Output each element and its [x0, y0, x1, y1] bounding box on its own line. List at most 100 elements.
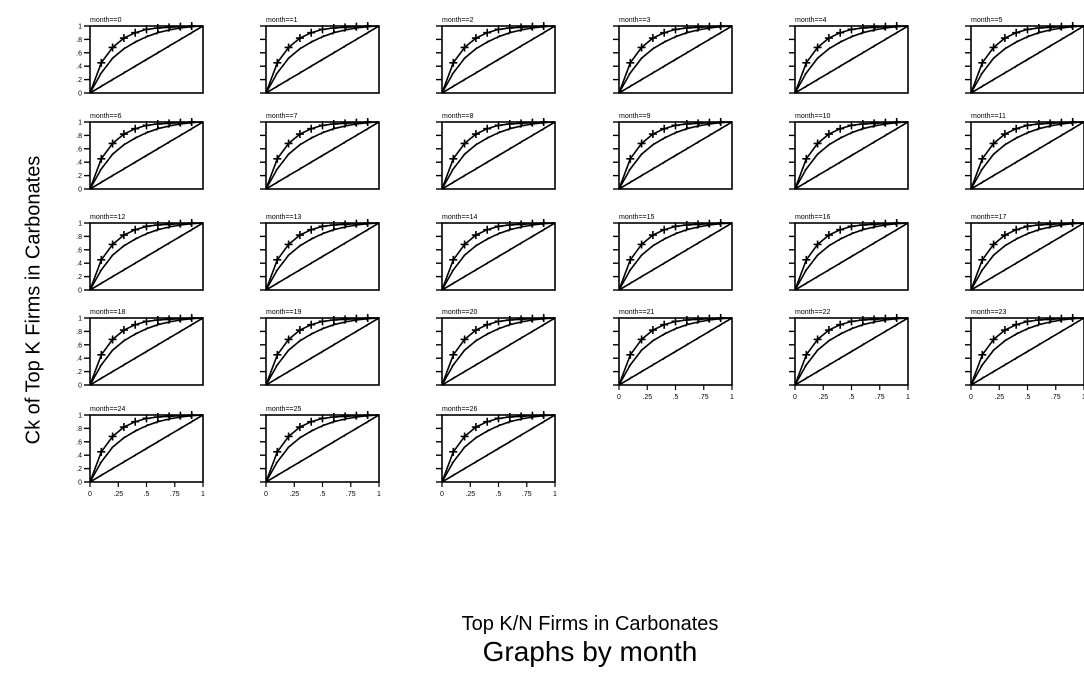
series-marker-0	[671, 317, 680, 326]
series-marker-1	[462, 56, 467, 61]
series-marker-2	[473, 166, 478, 171]
y-tick-label: .4	[76, 356, 82, 363]
series-marker-1	[133, 136, 138, 141]
series-marker-1	[473, 338, 478, 343]
series-marker-1	[530, 415, 535, 420]
series-marker-0	[483, 124, 492, 133]
series-marker-0	[273, 255, 282, 264]
series-marker-2	[155, 247, 160, 252]
series-marker-2	[872, 140, 877, 145]
series-marker-1	[496, 34, 501, 39]
panel-title: month==15	[619, 214, 655, 221]
panel-13: month==13	[260, 214, 380, 291]
series-marker-0	[648, 34, 657, 43]
series-marker-1	[189, 316, 194, 321]
series-marker-2	[673, 57, 678, 62]
panel-7: month==7	[260, 113, 380, 190]
series-marker-1	[167, 124, 172, 129]
series-marker-2	[1025, 57, 1030, 62]
series-marker-0	[142, 317, 151, 326]
series-marker-1	[628, 166, 633, 171]
series-marker-2	[849, 349, 854, 354]
series-marker-0	[318, 121, 327, 130]
series-marker-1	[541, 221, 546, 226]
series-marker-0	[352, 118, 361, 127]
series-marker-1	[883, 26, 888, 31]
series-marker-1	[826, 243, 831, 248]
series-marker-0	[153, 413, 162, 422]
panel-26: month==26 0 .25 .5 .75 1	[436, 406, 557, 498]
series-marker-2	[343, 433, 348, 438]
panel-12: month==12 0 .2 .4 .6 .8 1	[76, 214, 204, 295]
series-marker-2	[1059, 329, 1064, 334]
series-marker-1	[980, 166, 985, 171]
panel-19: month==19	[260, 309, 380, 386]
series-marker-1	[1014, 40, 1019, 45]
series-marker-0	[131, 124, 140, 133]
series-marker-1	[189, 221, 194, 226]
series-marker-2	[155, 439, 160, 444]
series-marker-1	[815, 253, 820, 258]
series-marker-2	[1014, 64, 1019, 69]
series-marker-0	[813, 240, 822, 249]
series-marker-0	[660, 28, 669, 37]
series-marker-0	[671, 25, 680, 34]
series-marker-1	[365, 221, 370, 226]
series-marker-1	[485, 40, 490, 45]
series-marker-0	[176, 411, 185, 420]
series-marker-1	[718, 316, 723, 321]
series-marker-1	[707, 122, 712, 127]
series-marker-2	[541, 322, 546, 327]
series-marker-1	[991, 152, 996, 157]
series-marker-2	[826, 70, 831, 75]
series-marker-0	[660, 225, 669, 234]
series-marker-1	[320, 326, 325, 331]
series-marker-1	[354, 318, 359, 323]
series-marker-1	[121, 46, 126, 51]
series-marker-2	[343, 44, 348, 49]
series-marker-1	[354, 122, 359, 127]
panel-title: month==16	[795, 214, 831, 221]
series-marker-1	[980, 362, 985, 367]
series-marker-2	[684, 247, 689, 252]
series-marker-1	[519, 417, 524, 422]
series-marker-2	[662, 261, 667, 266]
panel-title: month==3	[619, 17, 651, 24]
series-marker-1	[662, 237, 667, 242]
series-marker-1	[485, 429, 490, 434]
panel-title: month==26	[442, 406, 478, 413]
x-tick-label: .75	[699, 394, 709, 401]
series-marker-0	[528, 22, 537, 31]
y-tick-label: .2	[76, 369, 82, 376]
series-marker-0	[119, 326, 128, 335]
series-marker-0	[318, 414, 327, 423]
series-marker-2	[639, 173, 644, 178]
x-tick-label: .75	[346, 491, 356, 498]
series-marker-1	[99, 459, 104, 464]
series-marker-2	[628, 180, 633, 185]
series-marker-1	[507, 227, 512, 232]
series-marker-0	[505, 24, 514, 33]
series-marker-2	[849, 153, 854, 158]
panel-title: month==18	[90, 309, 126, 316]
series-marker-2	[331, 247, 336, 252]
series-marker-1	[1070, 221, 1075, 226]
series-marker-2	[365, 419, 370, 424]
series-marker-2	[1048, 140, 1053, 145]
series-marker-0	[637, 43, 646, 52]
series-marker-0	[1057, 219, 1066, 228]
series-marker-1	[167, 225, 172, 230]
series-marker-0	[273, 350, 282, 359]
series-marker-1	[662, 332, 667, 337]
series-marker-2	[883, 133, 888, 138]
series-marker-0	[329, 24, 338, 33]
series-marker-1	[639, 152, 644, 157]
series-marker-2	[883, 234, 888, 239]
series-marker-1	[309, 136, 314, 141]
y-tick-label: .6	[76, 342, 82, 349]
series-marker-0	[881, 219, 890, 228]
series-marker-2	[1048, 44, 1053, 49]
series-marker-0	[153, 24, 162, 33]
series-marker-0	[648, 130, 657, 139]
series-marker-1	[541, 120, 546, 125]
